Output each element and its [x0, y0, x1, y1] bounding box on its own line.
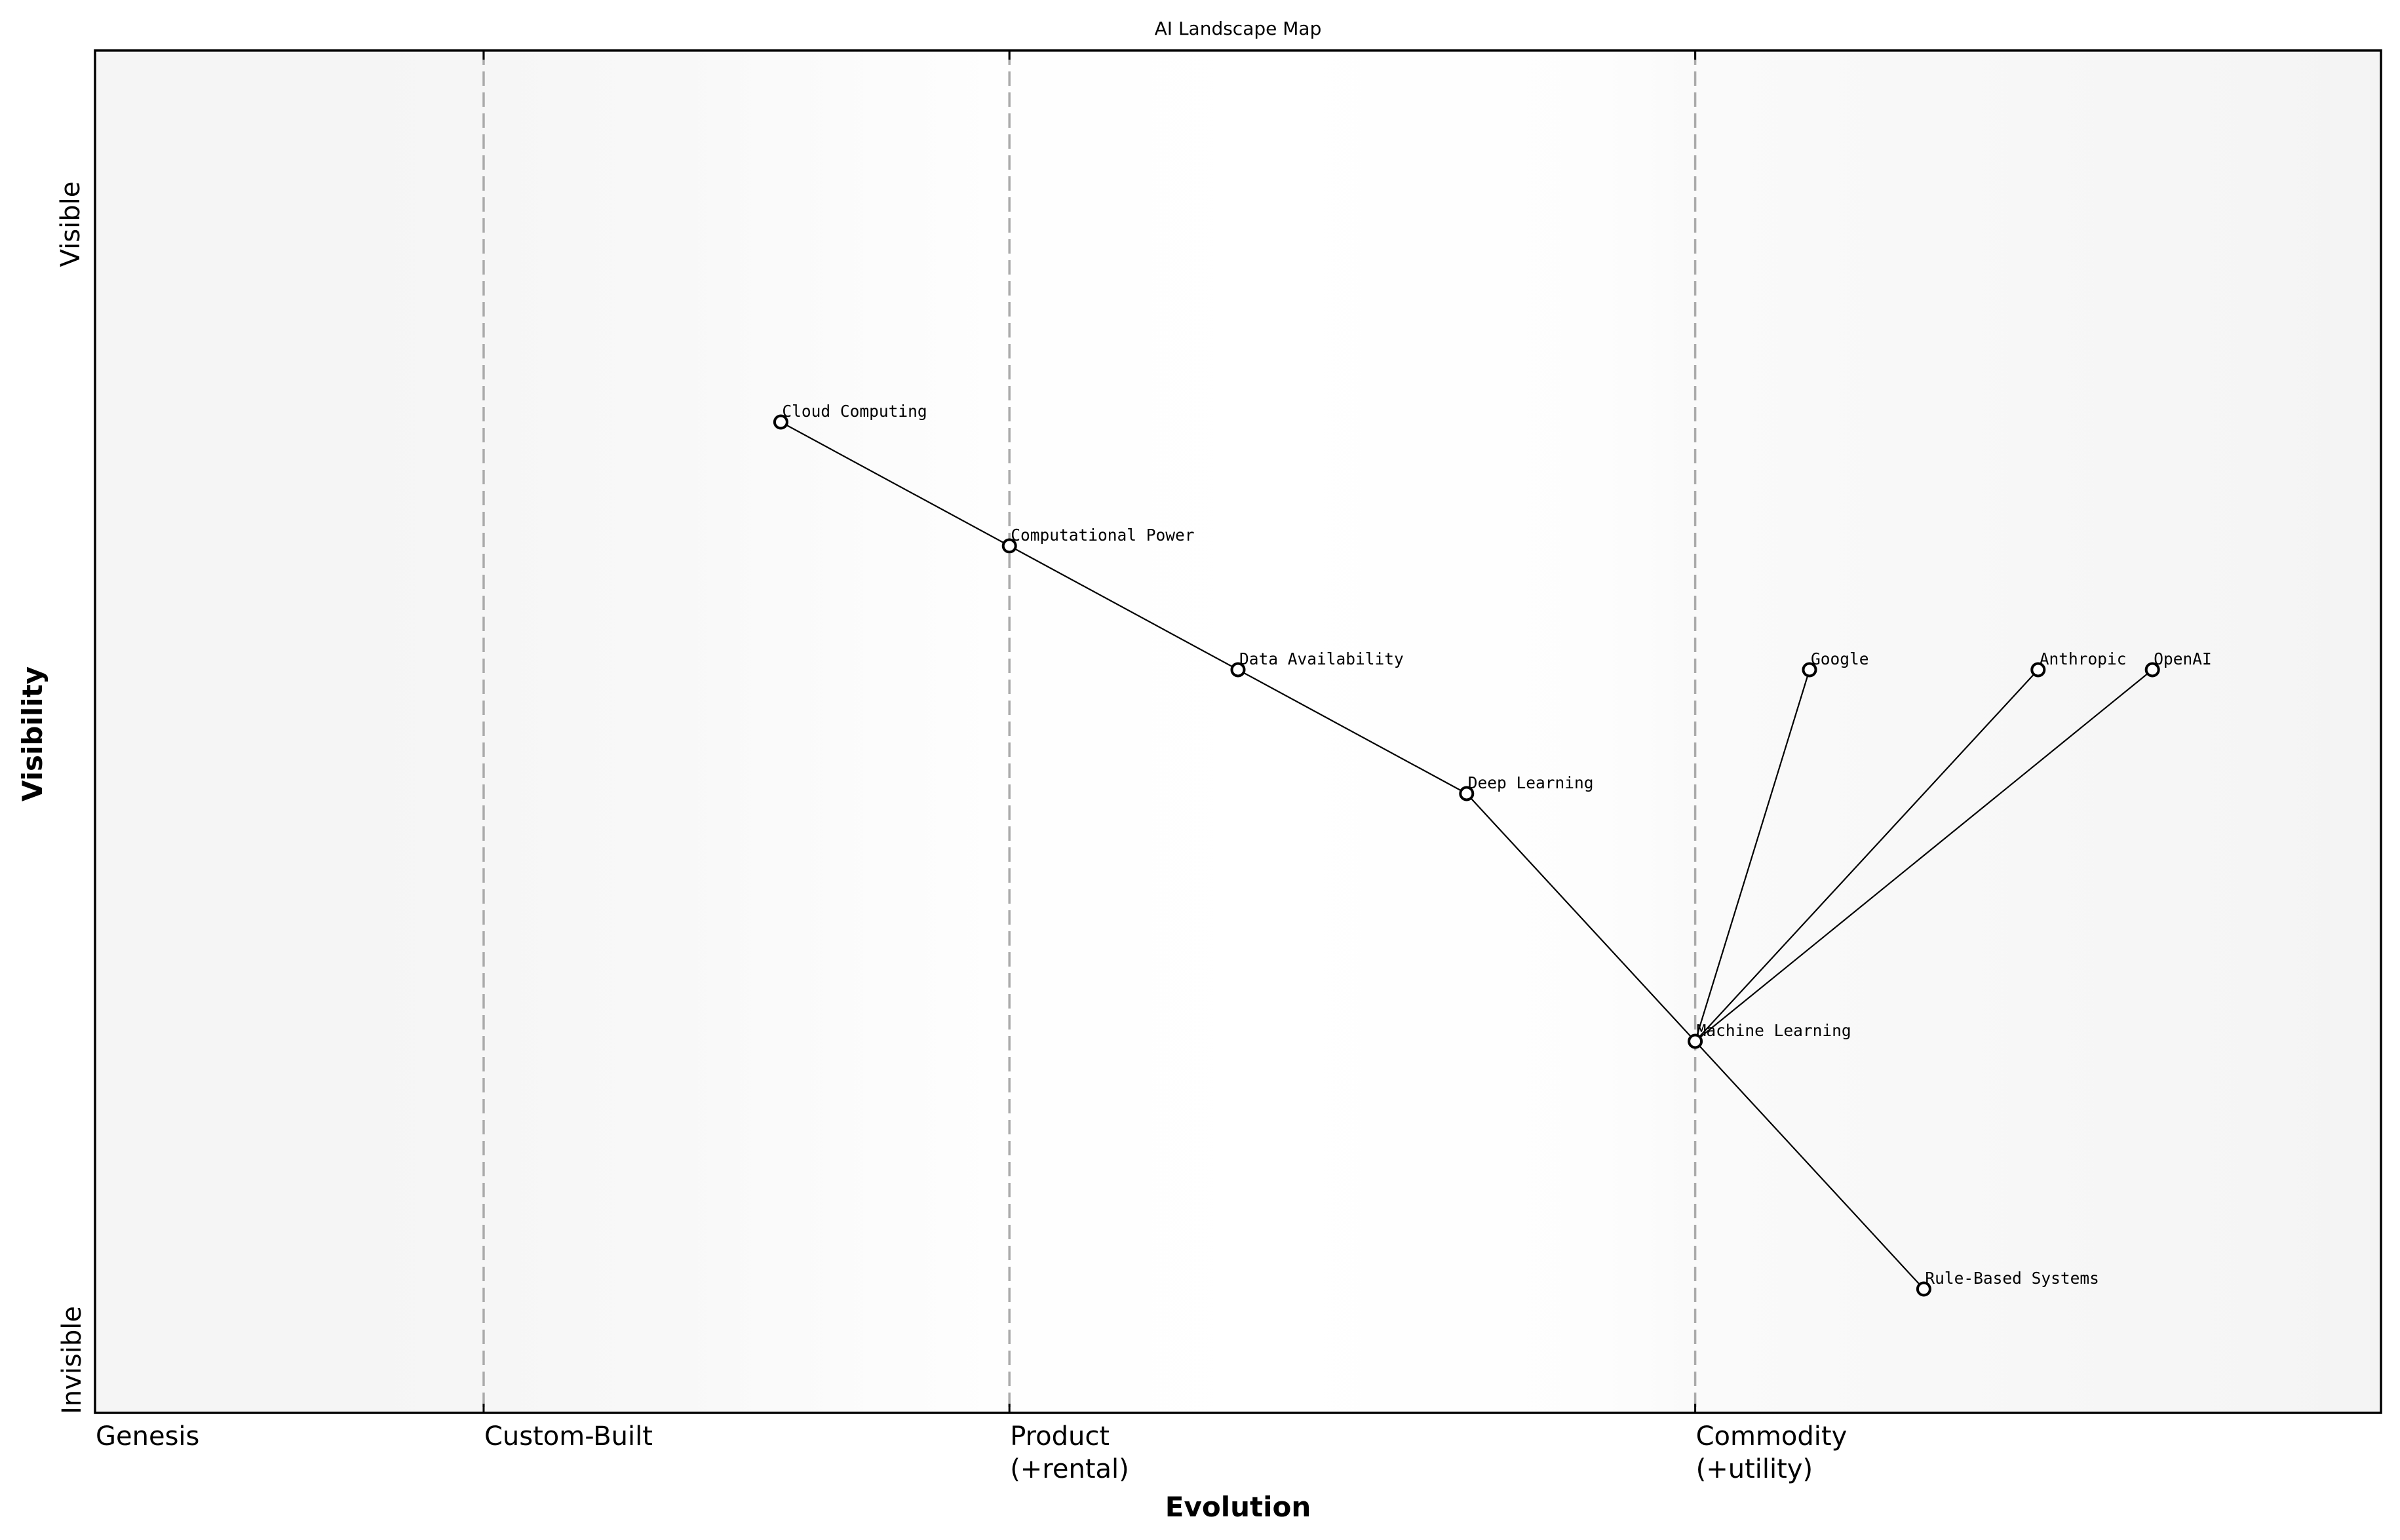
- y-annotation-invisible: Invisible: [57, 1306, 87, 1414]
- evolution-stage-label: Commodity (+utility): [1696, 1421, 1848, 1484]
- plot-frame: [94, 49, 2382, 1414]
- component-markers: [773, 414, 2160, 1297]
- component-label-rule: Rule-Based Systems: [1925, 1269, 2099, 1288]
- plot-background: [95, 50, 2381, 1413]
- evolution-stage-labels: Genesis Custom-Built Product (+rental) Commo…: [96, 1421, 1847, 1484]
- x-axis-label: Evolution: [1165, 1491, 1311, 1523]
- link-ml-google: [1694, 669, 1811, 1042]
- chart-title: AI Landscape Map: [1155, 18, 1322, 39]
- component-links: [780, 421, 2153, 1290]
- component-label-anthropic: Anthropic: [2040, 649, 2127, 668]
- component-label-data: Data Availability: [1239, 649, 1404, 668]
- component-marker-compute[interactable]: [1001, 538, 1017, 554]
- component-marker-data[interactable]: [1230, 662, 1246, 678]
- component-label-google: Google: [1811, 649, 1869, 668]
- link-ml-anthropic: [1694, 669, 2039, 1042]
- component-marker-deep[interactable]: [1459, 786, 1475, 801]
- y-annotation-visible: Visible: [56, 182, 86, 267]
- component-label-ml: Machine Learning: [1697, 1021, 1851, 1040]
- component-label-compute: Computational Power: [1011, 526, 1194, 545]
- component-label-deep: Deep Learning: [1468, 773, 1594, 792]
- link-ml-openai: [1694, 669, 2153, 1042]
- component-marker-anthropic[interactable]: [2030, 662, 2046, 678]
- evolution-stage-label: Genesis: [96, 1421, 199, 1452]
- component-label-openai: OpenAI: [2154, 649, 2212, 668]
- component-marker-google[interactable]: [1802, 662, 1817, 678]
- y-axis-label: Visibility: [16, 666, 48, 801]
- link-ml-rule: [1694, 1041, 1925, 1290]
- evolution-stage-dividers: [482, 50, 1697, 1413]
- link-deep-ml: [1465, 793, 1696, 1042]
- link-data-deep: [1237, 669, 1467, 794]
- component-label-cloud: Cloud Computing: [782, 402, 927, 421]
- x-axis-ticks: [94, 50, 1697, 1413]
- component-marker-openai[interactable]: [2144, 662, 2160, 678]
- evolution-stage-label: Product (+rental): [1010, 1421, 1129, 1484]
- component-marker-cloud[interactable]: [773, 414, 788, 430]
- component-marker-rule[interactable]: [1916, 1281, 1931, 1297]
- link-cloud-compute: [780, 421, 1010, 547]
- component-labels: Cloud Computing Computational Power Data A…: [782, 402, 2211, 1288]
- evolution-stage-label: Custom-Built: [484, 1421, 653, 1452]
- link-compute-data: [1009, 545, 1239, 670]
- component-marker-ml[interactable]: [1688, 1033, 1703, 1049]
